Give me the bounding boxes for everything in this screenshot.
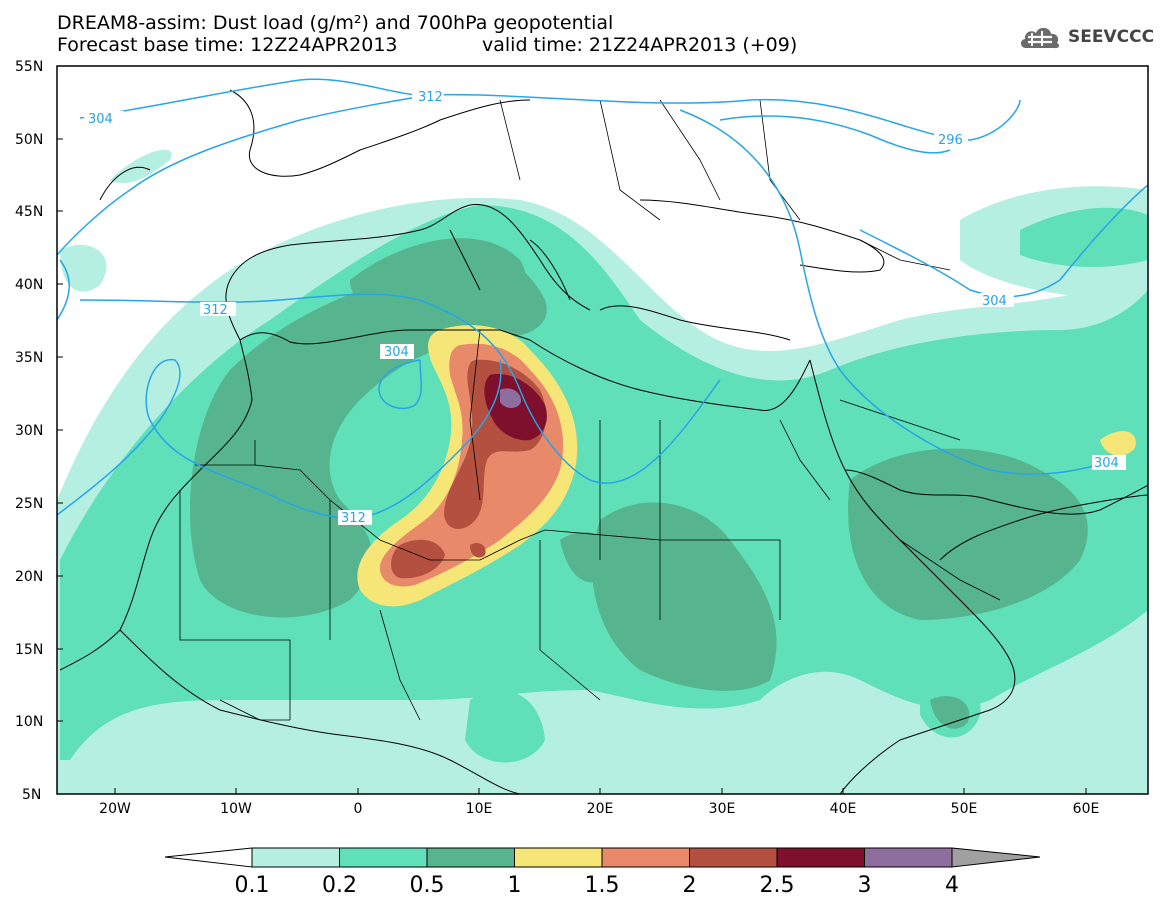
lat-tick: 10N <box>15 714 63 730</box>
lat-tick: 20N <box>15 569 63 585</box>
lat-label: 20N <box>15 569 43 585</box>
lon-tick: 20W <box>99 788 131 817</box>
lon-tick: 0 <box>354 788 363 817</box>
lon-label: 0 <box>354 801 363 817</box>
lon-label: 60E <box>1073 801 1100 817</box>
lon-label: 40E <box>830 801 857 817</box>
colorbar-swatch <box>339 847 428 868</box>
lat-tick: 45N <box>15 204 63 220</box>
contour-label: 296 <box>938 133 963 148</box>
lat-label: 25N <box>15 496 43 512</box>
lon-tick: 20E <box>587 788 614 817</box>
lat-tick: 50N <box>15 132 63 148</box>
colorbar-over-arrow <box>951 847 1041 868</box>
lat-label: 45N <box>15 204 43 220</box>
lat-tick: 55N <box>15 59 63 75</box>
latitude-axis: 55N 50N 45N 40N 35N 30N 25N 20N 15N 10N … <box>15 59 63 803</box>
lat-tick: 30N <box>15 423 63 439</box>
colorbar-label: 0.5 <box>410 873 445 898</box>
lat-label: 30N <box>15 423 43 439</box>
coastlines <box>59 89 1148 794</box>
map-title: DREAM8-assim: Dust load (g/m²) and 700hP… <box>57 12 614 34</box>
colorbar-label: 4 <box>945 873 959 898</box>
lon-tick: 40E <box>830 788 857 817</box>
contour-label: 312 <box>341 511 366 526</box>
country-borders <box>179 99 1001 721</box>
lat-label: 15N <box>15 642 43 658</box>
lon-label: 10W <box>220 801 252 817</box>
colorbar-swatch <box>514 847 603 868</box>
colorbar <box>164 847 1041 868</box>
colorbar-label: 0.1 <box>235 873 270 898</box>
lat-label: 5N <box>22 787 41 803</box>
contour-label: 304 <box>384 345 409 360</box>
lon-tick: 60E <box>1073 788 1100 817</box>
lat-tick: 25N <box>15 496 63 512</box>
lat-tick: 15N <box>15 642 63 658</box>
lat-label: 35N <box>15 350 43 366</box>
colorbar-label: 0.2 <box>322 873 357 898</box>
colorbar-labels: 0.1 0.2 0.5 1 1.5 2 2.5 3 4 <box>235 873 960 898</box>
map-area: 304 312 296 312 304 312 304 304 <box>57 66 1148 794</box>
contour-label: 312 <box>203 303 228 318</box>
lon-tick: 10W <box>220 788 252 817</box>
colorbar-swatch <box>426 847 515 868</box>
contour-labels: 304 312 296 312 304 312 304 304 <box>84 89 1126 526</box>
colorbar-swatch <box>776 847 865 868</box>
contour-label: 312 <box>418 90 443 105</box>
lat-label: 55N <box>15 59 43 75</box>
lon-label: 20W <box>99 801 131 817</box>
contour-label: 304 <box>88 112 113 127</box>
lon-tick: 30E <box>709 788 736 817</box>
lat-tick: 40N <box>15 277 63 293</box>
lon-label: 20E <box>587 801 614 817</box>
contour-label: 304 <box>982 294 1007 309</box>
lat-tick: 35N <box>15 350 63 366</box>
logo-text: SEEVCCC <box>1068 27 1155 47</box>
lon-label: 50E <box>951 801 978 817</box>
forecast-base-time: Forecast base time: 12Z24APR2013 <box>57 34 398 56</box>
longitude-axis: 20W 10W 0 10E 20E 30E 40E 50E 60E <box>99 788 1099 817</box>
lat-label: 50N <box>15 132 43 148</box>
colorbar-label: 2 <box>683 873 697 898</box>
colorbar-swatch <box>251 847 340 868</box>
colorbar-label: 3 <box>858 873 872 898</box>
valid-time: valid time: 21Z24APR2013 (+09) <box>482 34 798 56</box>
colorbar-under-arrow <box>164 847 253 868</box>
lon-label: 30E <box>709 801 736 817</box>
lat-label: 40N <box>15 277 43 293</box>
lat-tick: 5N <box>22 787 63 803</box>
lat-label: 10N <box>15 714 43 730</box>
colorbar-swatch <box>601 847 690 868</box>
contour-label: 304 <box>1094 456 1119 471</box>
dust-level-3 <box>500 388 522 408</box>
colorbar-label: 1.5 <box>585 873 620 898</box>
colorbar-swatch <box>689 847 778 868</box>
cloud-icon <box>1020 27 1060 49</box>
lon-label: 10E <box>466 801 493 817</box>
colorbar-label: 1 <box>508 873 522 898</box>
lon-tick: 50E <box>951 788 978 817</box>
dust-level-0-5 <box>190 238 1088 729</box>
colorbar-swatch <box>864 847 953 868</box>
lon-tick: 10E <box>466 788 493 817</box>
seevccc-logo: SEEVCCC <box>1018 22 1154 52</box>
colorbar-label: 2.5 <box>760 873 795 898</box>
